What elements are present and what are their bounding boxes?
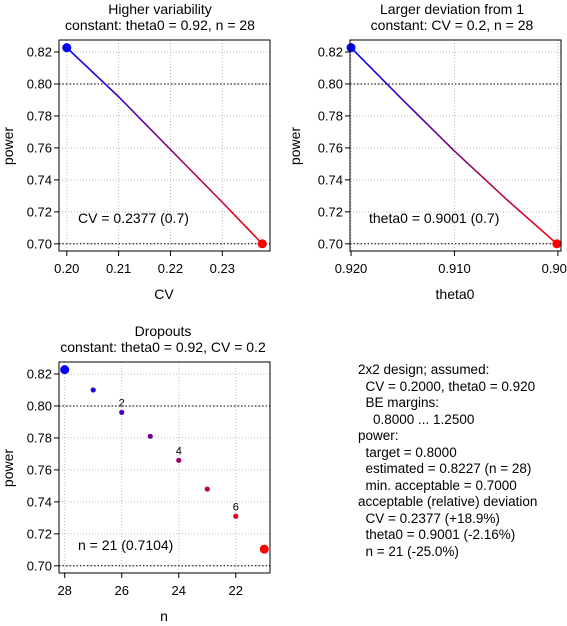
data-point xyxy=(119,409,125,415)
y-tick-label: 0.76 xyxy=(27,462,52,477)
y-tick-label: 0.74 xyxy=(318,172,343,187)
y-tick-label: 0.76 xyxy=(27,140,52,155)
panel-theta0-plot-frame xyxy=(349,39,562,252)
summary-line: power: xyxy=(358,428,399,443)
summary-line: theta0 = 0.9001 (-2.16%) xyxy=(358,527,516,542)
x-tick-label: 0.920 xyxy=(335,261,368,276)
x-tick-label: 24 xyxy=(172,583,186,598)
panel-theta0-y-axis: 0.70 0.72 0.74 0.76 0.78 0.80 0.82 xyxy=(318,44,350,251)
data-point xyxy=(204,486,210,492)
panel-dropouts: Dropouts constant: theta0 = 0.92, CV = 0… xyxy=(0,323,271,624)
x-tick-label: 0.900 xyxy=(542,261,567,276)
y-tick-label: 0.72 xyxy=(27,204,52,219)
panel-dropouts-y-axis: 0.70 0.72 0.74 0.76 0.78 0.80 0.82 xyxy=(27,366,59,573)
summary-line: n = 21 (-25.0%) xyxy=(358,543,459,559)
y-tick-label: 0.80 xyxy=(27,398,52,413)
panel-cv-start-point xyxy=(62,43,72,53)
panel-theta0: Larger deviation from 1 constant: CV = 0… xyxy=(287,1,567,302)
x-tick-label: 0.22 xyxy=(158,261,183,276)
panel-cv-x-label: CV xyxy=(154,286,174,302)
summary-line: 2x2 design; assumed: xyxy=(358,362,490,377)
panel-theta0-end-point xyxy=(552,239,562,249)
x-tick-label: 26 xyxy=(114,583,128,598)
panel-cv-annotation: CV = 0.2377 (0.7) xyxy=(78,210,189,226)
summary-line: acceptable (relative) deviation xyxy=(358,494,538,509)
data-point xyxy=(233,513,239,519)
point-label: 4 xyxy=(176,445,182,457)
data-point xyxy=(176,457,182,463)
panel-dropouts-point-labels: 2 4 6 xyxy=(119,397,239,513)
panel-theta0-hlines xyxy=(350,83,561,245)
panel-dropouts-annotation: n = 21 (0.7104) xyxy=(78,537,173,553)
panel-cv-plot-frame xyxy=(58,39,271,252)
y-tick-label: 0.70 xyxy=(318,236,343,251)
panel-dropouts-title: Dropouts xyxy=(135,323,192,339)
y-tick-label: 0.70 xyxy=(27,558,52,573)
summary-line: target = 0.8000 xyxy=(358,444,457,460)
y-tick-label: 0.76 xyxy=(318,140,343,155)
y-tick-label: 0.78 xyxy=(27,108,52,123)
panel-dropouts-points xyxy=(60,365,269,554)
panel-cv-y-axis: 0.70 0.72 0.74 0.76 0.78 0.80 0.82 xyxy=(27,44,59,251)
summary-text-block: 2x2 design; assumed: CV = 0.2000, theta0… xyxy=(358,362,537,560)
panel-dropouts-plot-frame xyxy=(58,361,271,574)
point-label: 6 xyxy=(233,501,239,513)
summary-line: BE margins: xyxy=(358,395,440,410)
y-tick-label: 0.78 xyxy=(27,430,52,445)
y-tick-label: 0.74 xyxy=(27,494,52,509)
x-tick-label: 28 xyxy=(57,583,71,598)
panel-theta0-start-point xyxy=(346,43,356,53)
y-tick-label: 0.72 xyxy=(27,526,52,541)
panel-dropouts-hlines xyxy=(59,405,270,567)
y-tick-label: 0.80 xyxy=(27,76,52,91)
panel-dropouts-subtitle: constant: theta0 = 0.92, CV = 0.2 xyxy=(60,339,266,355)
panel-theta0-power-curve xyxy=(350,47,558,245)
panel-cv-subtitle: constant: theta0 = 0.92, n = 28 xyxy=(65,17,255,33)
x-tick-label: 0.20 xyxy=(54,261,79,276)
panel-cv-x-axis: 0.20 0.21 0.22 0.23 xyxy=(54,251,235,276)
panel-theta0-title: Larger deviation from 1 xyxy=(380,1,524,17)
point-label: 2 xyxy=(119,397,125,409)
data-point xyxy=(259,544,269,554)
y-tick-label: 0.82 xyxy=(27,44,52,59)
panel-theta0-x-label: theta0 xyxy=(436,286,475,302)
summary-line: estimated = 0.8227 (n = 28) xyxy=(358,461,532,476)
y-tick-label: 0.74 xyxy=(27,172,52,187)
panel-cv-power-curve xyxy=(66,47,263,245)
x-tick-label: 22 xyxy=(229,583,243,598)
y-tick-label: 0.78 xyxy=(318,108,343,123)
panel-cv: Higher variability constant: theta0 = 0.… xyxy=(0,1,271,302)
panel-theta0-annotation: theta0 = 0.9001 (0.7) xyxy=(369,210,499,226)
summary-line: CV = 0.2000, theta0 = 0.920 xyxy=(358,378,536,394)
panel-dropouts-x-axis: 28 26 24 22 xyxy=(57,573,243,598)
panel-theta0-x-axis: 0.920 0.910 0.900 xyxy=(335,251,567,276)
data-point xyxy=(60,365,70,375)
summary-line: min. acceptable = 0.7000 xyxy=(358,477,517,493)
panel-cv-hlines xyxy=(59,83,270,245)
panel-dropouts-y-label: power xyxy=(0,449,16,487)
panel-cv-end-point xyxy=(257,239,267,249)
y-tick-label: 0.70 xyxy=(27,236,52,251)
data-point xyxy=(90,387,96,393)
x-tick-label: 0.21 xyxy=(106,261,131,276)
panel-cv-y-label: power xyxy=(0,127,16,165)
y-tick-label: 0.82 xyxy=(27,366,52,381)
panel-theta0-y-label: power xyxy=(287,127,303,165)
y-tick-label: 0.80 xyxy=(318,76,343,91)
data-point xyxy=(147,433,153,439)
panel-cv-title: Higher variability xyxy=(108,1,211,17)
y-tick-label: 0.72 xyxy=(318,204,343,219)
x-tick-label: 0.23 xyxy=(210,261,235,276)
summary-line: CV = 0.2377 (+18.9%) xyxy=(358,510,500,526)
summary-line: 0.8000 ... 1.2500 xyxy=(358,411,475,427)
x-tick-label: 0.910 xyxy=(438,261,471,276)
panel-dropouts-x-label: n xyxy=(160,608,168,624)
y-tick-label: 0.82 xyxy=(318,44,343,59)
panel-theta0-subtitle: constant: CV = 0.2, n = 28 xyxy=(371,17,534,33)
